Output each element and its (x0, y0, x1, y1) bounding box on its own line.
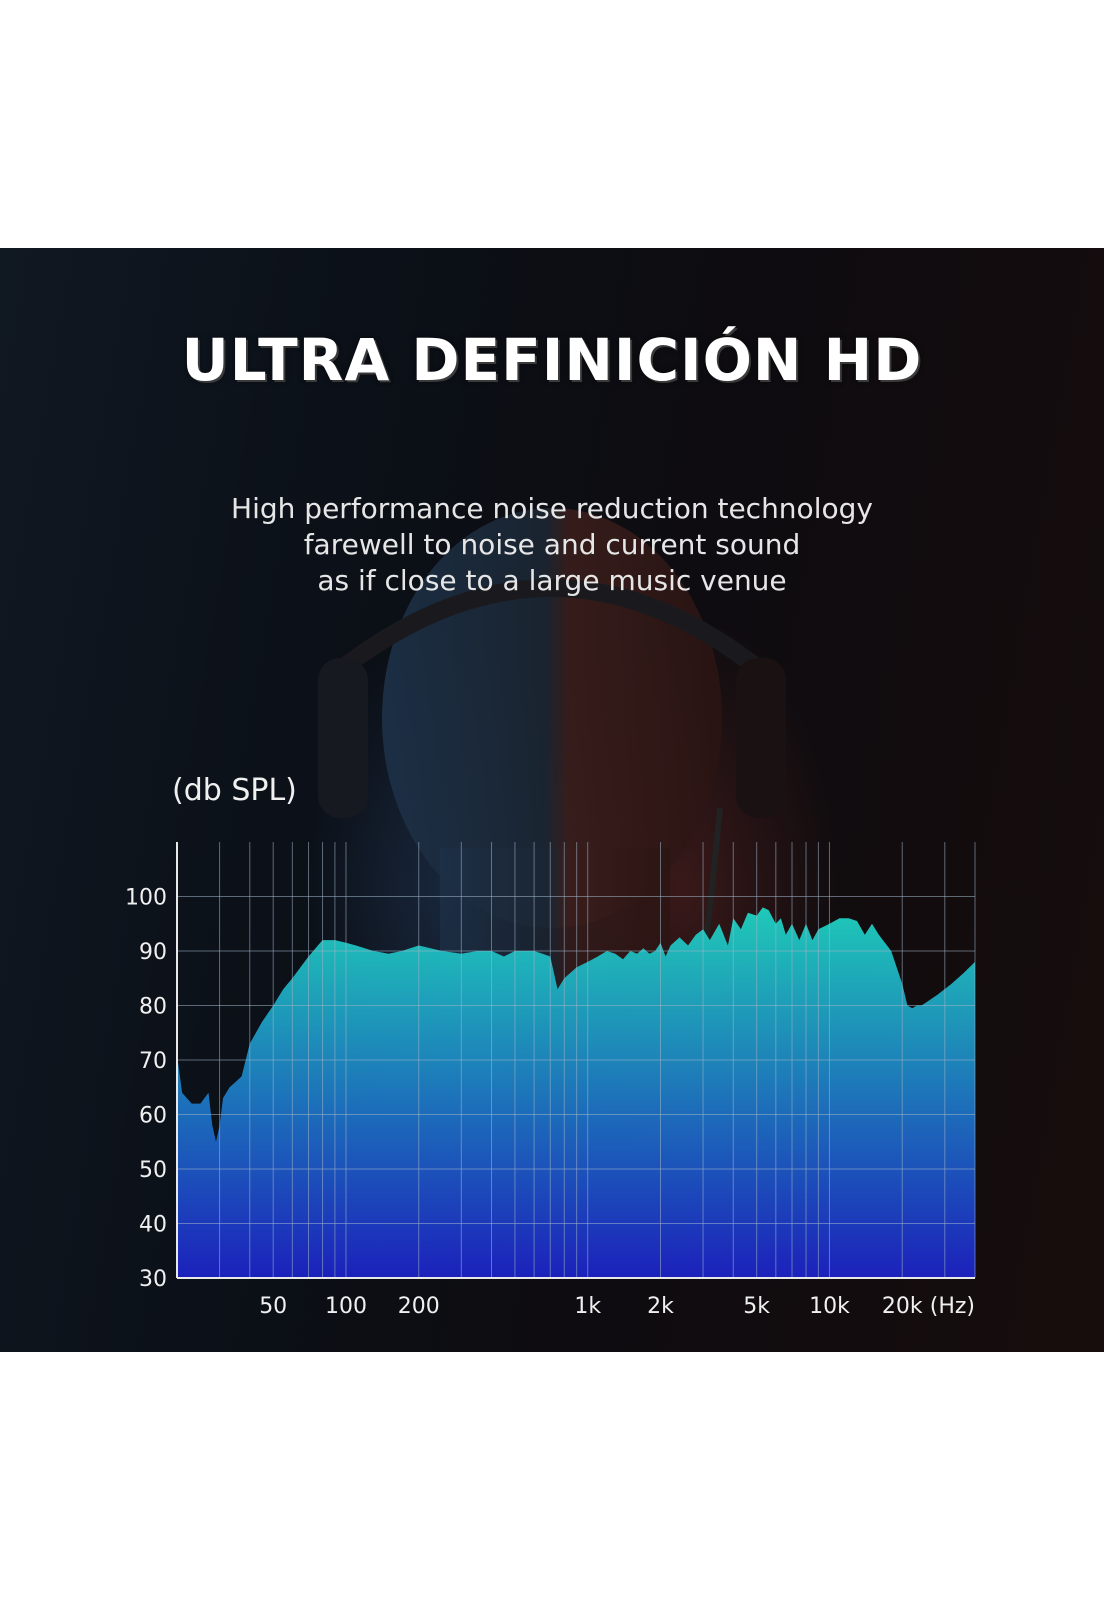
x-tick-label: 20k (882, 1294, 923, 1319)
response-area (177, 907, 975, 1278)
y-tick-label: 100 (125, 886, 167, 911)
head-shape (382, 508, 722, 928)
x-tick-label: 2k (647, 1294, 674, 1319)
x-tick-label: 5k (743, 1294, 770, 1319)
headphone-cable (702, 807, 723, 949)
x-tick-label: 10k (809, 1294, 850, 1319)
y-tick-label: 80 (139, 995, 167, 1020)
y-tick-label: 50 (139, 1158, 167, 1183)
headphone-right-cup (736, 658, 786, 818)
frequency-response-chart: 30 40 50 60 70 80 90 100 50 100 200 1k 2k 5k 10k 20k (Hz… (125, 773, 976, 1319)
y-tick-label: 60 (139, 1104, 167, 1129)
page-title: ULTRA DEFINICIÓN HD (181, 326, 923, 394)
banner-panel: ULTRA DEFINICIÓN HD High performance noi… (0, 248, 1104, 1352)
y-axis-label: (db SPL) (172, 773, 297, 808)
subtitle-line-1: High performance noise reduction technol… (231, 492, 873, 525)
y-tick-label: 40 (139, 1213, 167, 1238)
headphone-band (324, 579, 776, 685)
subtitle-line-3: as if close to a large music venue (317, 564, 787, 597)
x-axis-label: (Hz) (930, 1294, 975, 1319)
y-tick-label: 30 (139, 1267, 167, 1292)
x-tick-label: 100 (325, 1294, 367, 1319)
x-tick-label: 50 (259, 1294, 287, 1319)
headphone-left-cup (318, 658, 368, 818)
y-tick-label: 90 (139, 940, 167, 965)
subtitle-line-2: farewell to noise and current sound (303, 528, 801, 561)
y-tick-label: 70 (139, 1049, 167, 1074)
x-tick-label: 200 (398, 1294, 440, 1319)
x-tick-label: 1k (574, 1294, 601, 1319)
